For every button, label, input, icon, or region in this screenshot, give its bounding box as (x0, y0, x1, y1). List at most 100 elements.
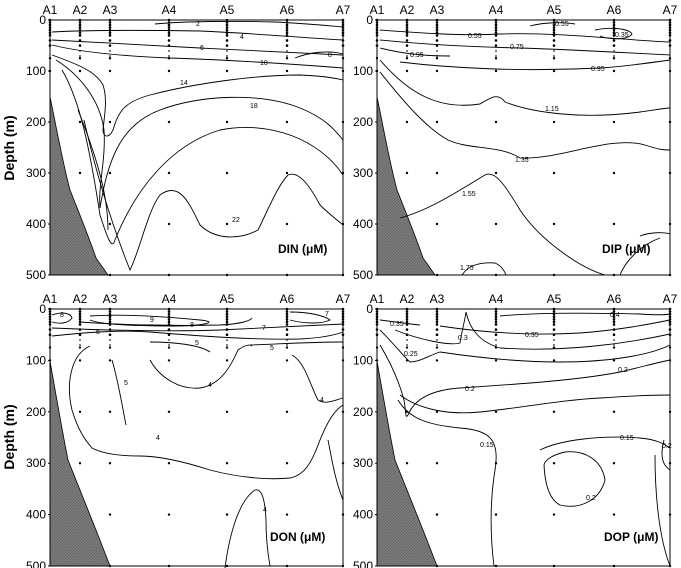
isoline-din-20 (61, 69, 344, 245)
sample-point (612, 23, 616, 27)
isoline-dop-02b (399, 394, 671, 414)
sample-point (108, 34, 112, 37)
station-label-a2: A2 (73, 292, 88, 306)
contour-label-dop-025: 0.25 (404, 351, 418, 358)
sample-point (494, 23, 498, 27)
sample-point (225, 26, 229, 29)
contour-label-dip-055a: 0.55 (555, 21, 569, 28)
sample-point (225, 310, 229, 313)
sample-point (405, 21, 409, 24)
continental-slope (49, 360, 111, 567)
sample-point (405, 44, 409, 47)
sample-point (108, 23, 112, 27)
sample-point (435, 323, 439, 326)
sample-point (494, 26, 498, 29)
sample-point (285, 222, 289, 226)
contour-label-dop-015: 0.15 (480, 442, 494, 449)
sample-point (494, 359, 498, 362)
panel-label-dop: DOP (μM) (604, 530, 658, 544)
isoline-don-4b (224, 489, 271, 568)
sample-point (225, 333, 229, 337)
contour-label-don-5: 5 (124, 380, 128, 387)
sample-point (167, 31, 171, 35)
sample-point (405, 346, 409, 349)
isoline-din-14 (51, 54, 344, 137)
sample-point (405, 328, 409, 331)
isoline-dip-135 (379, 71, 671, 159)
isoline-dop-04 (499, 312, 671, 317)
sample-point (552, 57, 556, 60)
contour-label-dop-03: 0.3 (458, 335, 468, 342)
contour-label-din-18: 18 (250, 103, 258, 110)
sample-point (78, 312, 82, 316)
sample-point (612, 28, 616, 32)
station-labels: A1 A2 A3 A4 A5 A6 A7 (370, 3, 678, 17)
isoline-din-22b (77, 109, 109, 231)
isoline-don-8b (79, 317, 253, 326)
sample-point (612, 69, 616, 73)
depth-tick-label: 500 (26, 559, 46, 568)
contour-label-don-4c: 4 (320, 397, 324, 404)
sample-point (612, 333, 616, 337)
depth-tick-label: 200 (26, 115, 46, 129)
sample-point (435, 120, 439, 124)
sample-point (552, 410, 556, 413)
sample-point (405, 310, 409, 313)
contour-label-dip-095a: 0.95 (410, 52, 424, 59)
sample-point (225, 23, 229, 27)
sample-point (552, 28, 556, 32)
station-labels: A1 A2 A3 A4 A5 A6 A7 (43, 3, 351, 17)
depth-tick-label: 0 (39, 302, 46, 316)
sample-point (494, 328, 498, 331)
station-label-a4: A4 (489, 3, 504, 17)
contour-label-dip-035: 0.35 (615, 32, 629, 39)
sample-point (612, 120, 616, 124)
contour-label-din-14: 14 (180, 80, 188, 87)
station-label-a2: A2 (400, 292, 415, 306)
contour-labels: 0.55 0.35 0.55 0.75 0.95 0.95 1.15 1.35 … (410, 21, 629, 272)
contour-label-din-10: 10 (260, 60, 268, 67)
contour-lines (379, 22, 671, 276)
sample-point (612, 513, 616, 516)
sample-point (108, 315, 112, 319)
station-label-a1: A1 (43, 292, 58, 306)
isoline-don-5b (249, 341, 344, 346)
sample-point (78, 34, 82, 37)
isoline-din-18a (55, 59, 105, 209)
isoline-dop-015a (397, 399, 497, 567)
sample-point (225, 120, 229, 124)
contour-lines (51, 311, 344, 568)
isoline-dop-03b (465, 311, 671, 350)
sample-point (78, 320, 82, 324)
sample-point (78, 315, 82, 319)
sample-point (494, 222, 498, 226)
isoline-dip-055 (379, 29, 671, 43)
panel-frame-don (49, 308, 344, 567)
contour-label-dop-02d: 0.2 (662, 443, 672, 450)
sample-point (494, 31, 498, 35)
depth-tick-label: 0 (366, 13, 373, 27)
isoline-din-4 (51, 29, 344, 41)
sample-point (552, 513, 556, 516)
sample-point (494, 171, 498, 175)
sample-point (78, 333, 82, 337)
sample-point (494, 333, 498, 337)
sample-point (167, 317, 171, 321)
contour-labels: 8 9 8 7 6 7 5 5 5 4 4 4 4 (60, 311, 329, 514)
sample-point (285, 44, 289, 47)
panel-label-dip: DIP (μM) (602, 242, 650, 256)
sample-point (612, 315, 616, 319)
sample-point (108, 120, 112, 124)
depth-tick-label: 100 (26, 64, 46, 78)
sample-point (108, 317, 112, 321)
station-label-a5: A5 (547, 292, 562, 306)
sample-point (167, 39, 171, 42)
sample-point (225, 315, 229, 319)
station-label-a1: A1 (370, 3, 385, 17)
sample-point (494, 39, 498, 42)
sample-point (494, 320, 498, 324)
sample-point (225, 462, 229, 465)
sample-point (167, 462, 171, 465)
depth-tick-labels: 0 100 200 300 400 500 (353, 13, 377, 282)
sample-point (435, 346, 439, 349)
